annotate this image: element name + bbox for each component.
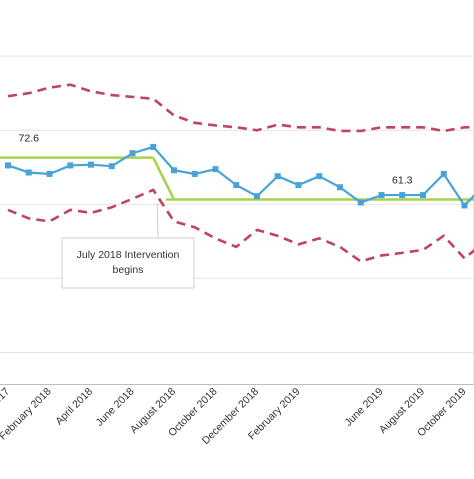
x-tick-label: April 2018 (53, 386, 95, 428)
measure-point (108, 163, 115, 170)
measure-point (254, 193, 260, 200)
measure-point (129, 150, 136, 157)
measure-point (461, 202, 468, 209)
callout-pointer (156, 203, 159, 239)
measure-point (150, 143, 157, 150)
measure-point (295, 182, 302, 189)
x-tick-label: June 2019 (342, 386, 385, 429)
value-labels: 72.6 61.3 (19, 133, 413, 187)
measure-point (233, 182, 240, 189)
measure-series (5, 143, 474, 209)
measure-point (274, 173, 281, 180)
x-tick-label: June 2018 (93, 386, 136, 429)
callout-text-line2: begins (113, 264, 144, 276)
measure-point (67, 162, 74, 169)
center-value-label: 61.3 (392, 175, 413, 187)
control-limits (7, 83, 474, 263)
measure-point (212, 166, 219, 173)
x-tick-label: ...2017 (0, 386, 12, 417)
lower-control-limit-line (7, 188, 474, 263)
measure-point (46, 170, 53, 177)
measure-point (440, 170, 447, 177)
center-line-step (152, 157, 176, 201)
callout-text-line1: July 2018 Intervention (77, 249, 180, 261)
measure-point (171, 167, 177, 174)
center-value-label: 72.6 (19, 133, 40, 145)
callout-box (61, 237, 195, 289)
center-lines (0, 156, 474, 201)
measure-point (5, 162, 11, 169)
measure-point (420, 192, 426, 199)
measure-point (378, 192, 385, 199)
measure-point (357, 199, 364, 206)
measure-point (337, 184, 343, 191)
measure-point (399, 192, 406, 199)
measure-point (316, 173, 323, 180)
measure-point (88, 161, 94, 168)
intervention-callout: July 2018 Intervention begins (61, 203, 195, 289)
measure-point (191, 170, 198, 177)
measure-point (25, 169, 32, 176)
upper-control-limit-line (7, 83, 474, 133)
